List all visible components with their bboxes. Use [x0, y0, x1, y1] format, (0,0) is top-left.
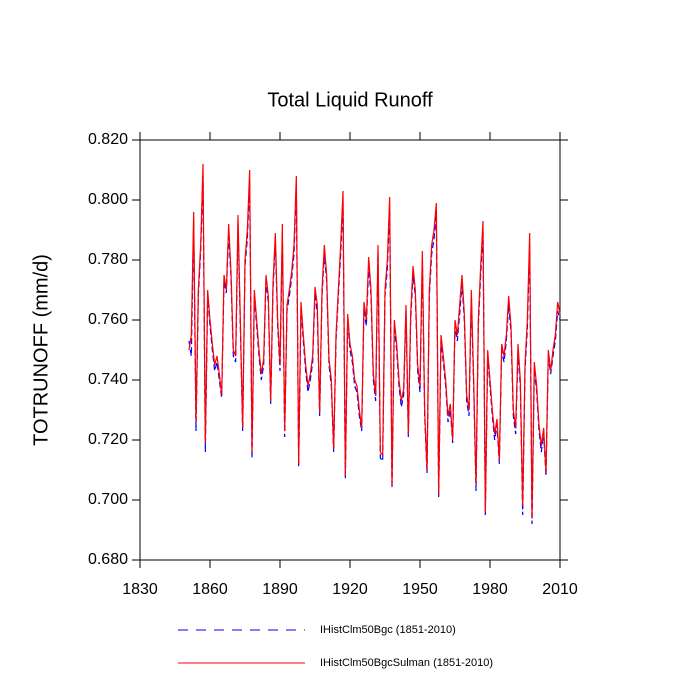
legend-label: IHistClm50Bgc (1851-2010) [320, 624, 456, 636]
x-tick-label: 1920 [332, 581, 368, 598]
y-tick-label: 0.760 [88, 311, 128, 328]
y-tick-label: 0.700 [88, 491, 128, 508]
y-axis-label: TOTRUNOFF (mm/d) [30, 254, 52, 446]
chart-title: Total Liquid Runoff [267, 89, 433, 111]
y-tick-label: 0.680 [88, 551, 128, 568]
y-tick-label: 0.780 [88, 251, 128, 268]
y-tick-label: 0.740 [88, 371, 128, 388]
y-tick-label: 0.820 [88, 131, 128, 148]
y-tick-label: 0.720 [88, 431, 128, 448]
legend-label: IHistClm50BgcSulman (1851-2010) [320, 657, 493, 669]
x-tick-label: 1980 [472, 581, 508, 598]
x-tick-label: 1860 [192, 581, 228, 598]
y-tick-label: 0.800 [88, 191, 128, 208]
x-tick-label: 2010 [542, 581, 578, 598]
x-tick-label: 1830 [122, 581, 158, 598]
x-tick-label: 1890 [262, 581, 298, 598]
series-line [188, 163, 561, 519]
x-tick-label: 1950 [402, 581, 438, 598]
